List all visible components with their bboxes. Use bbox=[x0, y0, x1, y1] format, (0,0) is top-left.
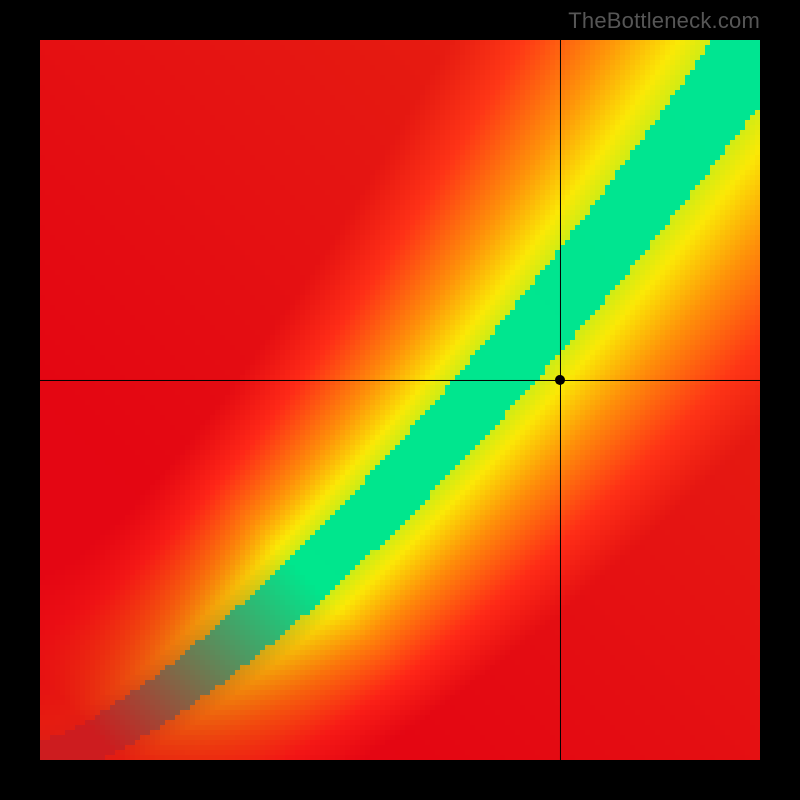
chart-frame: TheBottleneck.com bbox=[0, 0, 800, 800]
watermark-label: TheBottleneck.com bbox=[568, 8, 760, 34]
bottleneck-heatmap bbox=[40, 40, 760, 760]
